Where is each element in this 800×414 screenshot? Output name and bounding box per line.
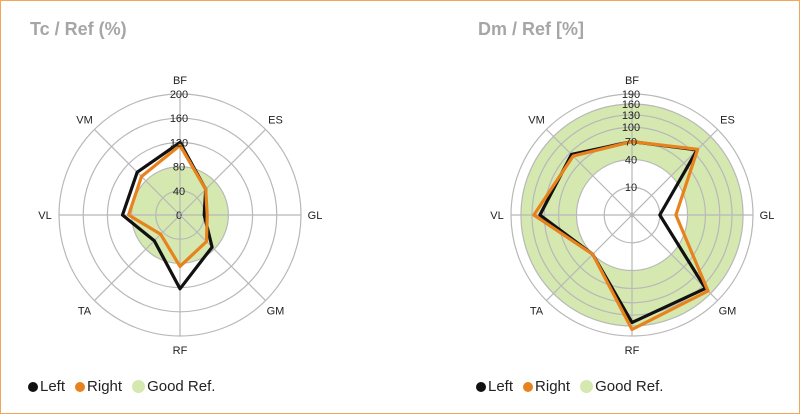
axis-label-bf: BF	[625, 75, 639, 87]
left-swatch-icon	[476, 381, 486, 392]
radial-tick-label: 40	[173, 186, 185, 198]
radial-tick-label: 200	[170, 89, 188, 101]
radial-tick-label: 100	[622, 122, 640, 134]
radial-tick-label: 80	[173, 162, 185, 174]
series-line-right	[532, 140, 710, 332]
legend-item-right: Right	[523, 378, 570, 395]
axis-label-es: ES	[268, 115, 283, 127]
legend-label-left: Left	[40, 378, 66, 395]
chart-title-dm: Dm / Ref [%]	[478, 19, 585, 39]
legend-label-good-ref: Good Ref.	[595, 378, 664, 395]
radial-tick-label: 130	[622, 110, 640, 122]
good-ref-swatch-icon	[580, 380, 594, 393]
axis-label-vl: VL	[490, 210, 503, 222]
axis-label-gm: GM	[719, 305, 737, 317]
left-swatch-icon	[28, 381, 38, 392]
chart-title-tc: Tc / Ref (%)	[30, 19, 127, 39]
good-ref-swatch-icon	[132, 380, 146, 393]
axis-label-rf: RF	[625, 345, 640, 357]
series-line-right	[127, 143, 209, 268]
legend-dm: Left Right Good Ref.	[476, 378, 673, 395]
legend-item-good-ref: Good Ref.	[132, 378, 215, 395]
axis-label-ta: TA	[78, 305, 92, 317]
axis-label-gm: GM	[267, 305, 285, 317]
radial-tick-label: 160	[622, 99, 640, 111]
axis-spoke	[546, 129, 633, 216]
axis-spoke	[94, 214, 181, 301]
axis-label-vm: VM	[528, 115, 545, 127]
radial-tick-label: 160	[170, 113, 188, 125]
legend-label-right: Right	[87, 378, 123, 395]
axis-label-ta: TA	[530, 305, 544, 317]
radial-tick-label: 40	[625, 154, 637, 166]
right-swatch-icon	[75, 381, 86, 392]
legend-item-good-ref: Good Ref.	[580, 378, 663, 395]
axis-label-vl: VL	[38, 210, 51, 222]
legend-tc: Left Right Good Ref.	[28, 378, 225, 395]
radial-tick-label: 0	[176, 210, 182, 222]
radial-tick-label: 10	[625, 182, 637, 194]
center-marker	[177, 212, 183, 218]
axis-label-es: ES	[720, 115, 735, 127]
legend-label-good-ref: Good Ref.	[147, 378, 216, 395]
right-swatch-icon	[523, 381, 534, 392]
axis-label-bf: BF	[173, 75, 187, 87]
legend-label-right: Right	[535, 378, 571, 395]
axis-label-gl: GL	[760, 210, 775, 222]
axis-spoke	[179, 129, 266, 216]
radial-tick-label: 70	[625, 137, 637, 149]
axis-spoke	[546, 214, 633, 301]
radial-tick-label: 190	[622, 89, 640, 101]
axis-spoke	[631, 129, 718, 216]
axis-spoke	[179, 214, 266, 301]
legend-item-right: Right	[75, 378, 122, 395]
radar-chart-tc: BF ES GL GM RF TA VL VM 0 40 80 120 160 200	[38, 75, 323, 357]
legend-item-left: Left	[28, 378, 65, 395]
legend-item-left: Left	[476, 378, 513, 395]
radial-tick-label: 120	[170, 137, 188, 149]
axis-label-rf: RF	[173, 345, 188, 357]
legend-label-left: Left	[488, 378, 514, 395]
axis-label-gl: GL	[308, 210, 323, 222]
center-marker	[629, 212, 635, 218]
axis-label-vm: VM	[76, 115, 93, 127]
